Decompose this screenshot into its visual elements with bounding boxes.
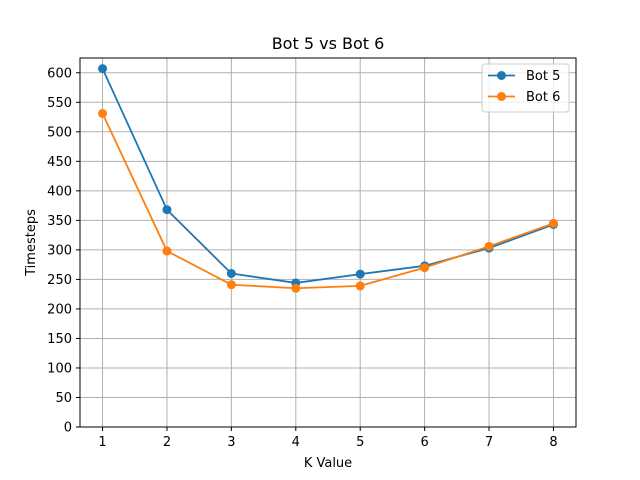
ticks: 1 2 3 4 5 6 7 8 0 50 100 150 200 250 300 350 400 450 500 55… <box>47 66 557 450</box>
data-point-bot-5 <box>98 64 108 74</box>
y-tick-label: 100 <box>47 361 72 376</box>
legend: Bot 5 Bot 6 <box>481 63 570 113</box>
x-tick-label: 2 <box>163 435 171 450</box>
series-line-bot-5 <box>101 68 554 284</box>
x-tick-label: 3 <box>227 435 235 450</box>
y-tick-label: 350 <box>47 214 72 229</box>
data-point-bot-5 <box>226 268 236 278</box>
x-tick-label: 5 <box>356 435 364 450</box>
data-point-bot-6 <box>226 280 236 290</box>
y-tick-label: 0 <box>64 421 72 436</box>
y-tick-label: 450 <box>47 155 72 170</box>
y-tick-label: 550 <box>47 96 72 111</box>
x-tick-label: 7 <box>485 435 493 450</box>
legend-marker-bot-6 <box>497 92 506 101</box>
data-point-bot-5 <box>162 205 172 215</box>
legend-marker-bot-5 <box>497 71 506 80</box>
data-point-bot-6 <box>162 246 172 256</box>
data-point-bot-6 <box>484 241 494 251</box>
y-tick-label: 400 <box>47 184 72 199</box>
y-tick-label: 300 <box>47 243 72 258</box>
y-tick-label: 150 <box>47 332 72 347</box>
chart-title: Bot 5 vs Bot 6 <box>272 34 385 53</box>
x-tick-label: 6 <box>420 435 428 450</box>
data-point-bot-6 <box>98 108 108 118</box>
data-point-bot-6 <box>420 263 430 273</box>
data-point-bot-6 <box>291 283 301 293</box>
y-tick-label: 50 <box>55 391 72 406</box>
x-tick-label: 1 <box>98 435 106 450</box>
data-point-bot-6 <box>355 281 365 291</box>
plot-frame <box>79 57 577 428</box>
legend-label-bot-6: Bot 6 <box>526 90 560 105</box>
series-line-bot-6 <box>101 113 554 290</box>
y-tick-label: 200 <box>47 302 72 317</box>
y-tick-label: 600 <box>47 66 72 81</box>
data-point-bot-5 <box>355 269 365 279</box>
x-tick-label: 8 <box>549 435 557 450</box>
data-point-bot-6 <box>548 218 558 228</box>
x-tick-label: 4 <box>292 435 300 450</box>
y-tick-label: 250 <box>47 273 72 288</box>
x-axis-label: K Value <box>304 456 352 471</box>
y-tick-label: 500 <box>47 125 72 140</box>
y-axis-label: Timesteps <box>24 209 39 277</box>
legend-label-bot-5: Bot 5 <box>526 69 560 84</box>
series-layer <box>98 64 558 293</box>
